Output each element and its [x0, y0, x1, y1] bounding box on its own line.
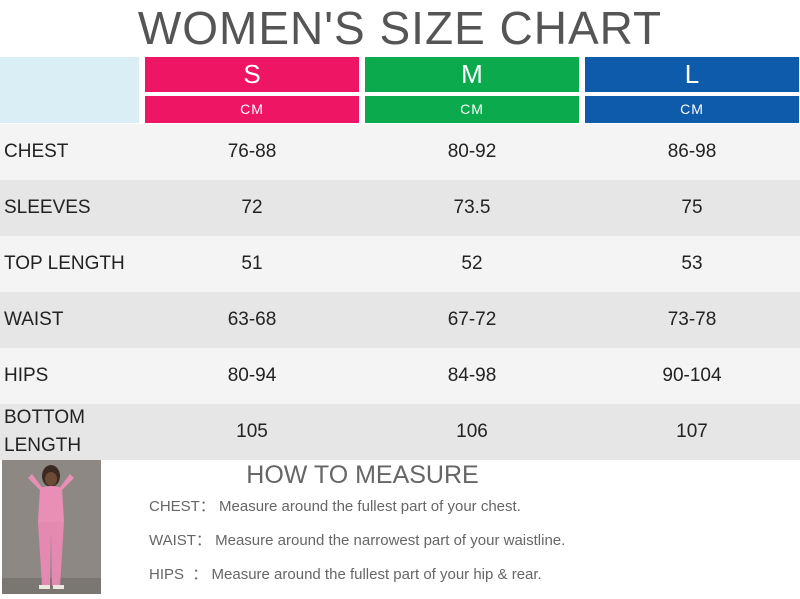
- measure-note-text: Measure around the fullest part of your …: [219, 498, 521, 515]
- row-label: BOTTOM LENGTH: [4, 407, 85, 456]
- cell-value: 53: [681, 253, 703, 274]
- cell-value: 80-92: [447, 141, 497, 162]
- table-corner: [0, 57, 139, 123]
- table-row-bottom-length: BOTTOM LENGTH 105 106 107: [0, 404, 800, 460]
- cell-value: 80-94: [227, 365, 277, 386]
- size-header-l: L: [585, 57, 799, 92]
- row-label: TOP LENGTH: [4, 253, 125, 274]
- row-label: HIPS: [4, 365, 49, 386]
- cell-value: 63-68: [227, 309, 277, 330]
- unit-header-s: CM: [145, 96, 359, 123]
- unit-header-m: CM: [365, 96, 579, 123]
- cell-value: 75: [681, 197, 703, 218]
- measure-note-waist: WAIST： Measure around the narrowest part…: [149, 529, 769, 553]
- table-row-top-length: TOP LENGTH 51 52 53: [0, 236, 800, 292]
- size-header-s: S: [145, 57, 359, 92]
- table-row-chest: CHEST 76-88 80-92 86-98: [0, 124, 800, 180]
- size-header-m: M: [365, 57, 579, 92]
- table-row-hips: HIPS 80-94 84-98 90-104: [0, 348, 800, 404]
- measure-note-text: Measure around the narrowest part of you…: [215, 532, 566, 549]
- row-label: WAIST: [4, 309, 64, 330]
- table-row-waist: WAIST 63-68 67-72 73-78: [0, 292, 800, 348]
- measure-note-label: HIPS ：: [149, 566, 208, 583]
- cell-value: 51: [241, 253, 263, 274]
- cell-value: 52: [461, 253, 483, 274]
- cell-value: 67-72: [447, 309, 497, 330]
- row-label: CHEST: [4, 141, 69, 162]
- measure-note-text: Measure around the fullest part of your …: [211, 566, 542, 583]
- measure-note-chest: CHEST： Measure around the fullest part o…: [149, 495, 769, 519]
- measure-note-label: WAIST：: [149, 532, 211, 549]
- chart-title: WOMEN'S SIZE CHART: [137, 2, 663, 54]
- cell-value: 72: [241, 197, 263, 218]
- table-row-sleeves: SLEEVES 72 73.5 75: [0, 180, 800, 236]
- unit-header-l: CM: [585, 96, 799, 123]
- cell-value: 84-98: [447, 365, 497, 386]
- model-photo: [2, 460, 101, 594]
- cell-value: 90-104: [662, 365, 722, 386]
- cell-value: 76-88: [227, 141, 277, 162]
- cell-value: 73.5: [453, 197, 491, 218]
- cell-value: 106: [456, 421, 488, 442]
- measure-note-label: CHEST：: [149, 498, 215, 515]
- row-label: SLEEVES: [4, 197, 91, 218]
- cell-value: 86-98: [667, 141, 717, 162]
- measure-note-hips: HIPS ： Measure around the fullest part o…: [149, 563, 769, 587]
- cell-value: 107: [676, 421, 708, 442]
- how-to-measure-title: HOW TO MEASURE: [246, 461, 479, 489]
- cell-value: 105: [236, 421, 268, 442]
- cell-value: 73-78: [667, 309, 717, 330]
